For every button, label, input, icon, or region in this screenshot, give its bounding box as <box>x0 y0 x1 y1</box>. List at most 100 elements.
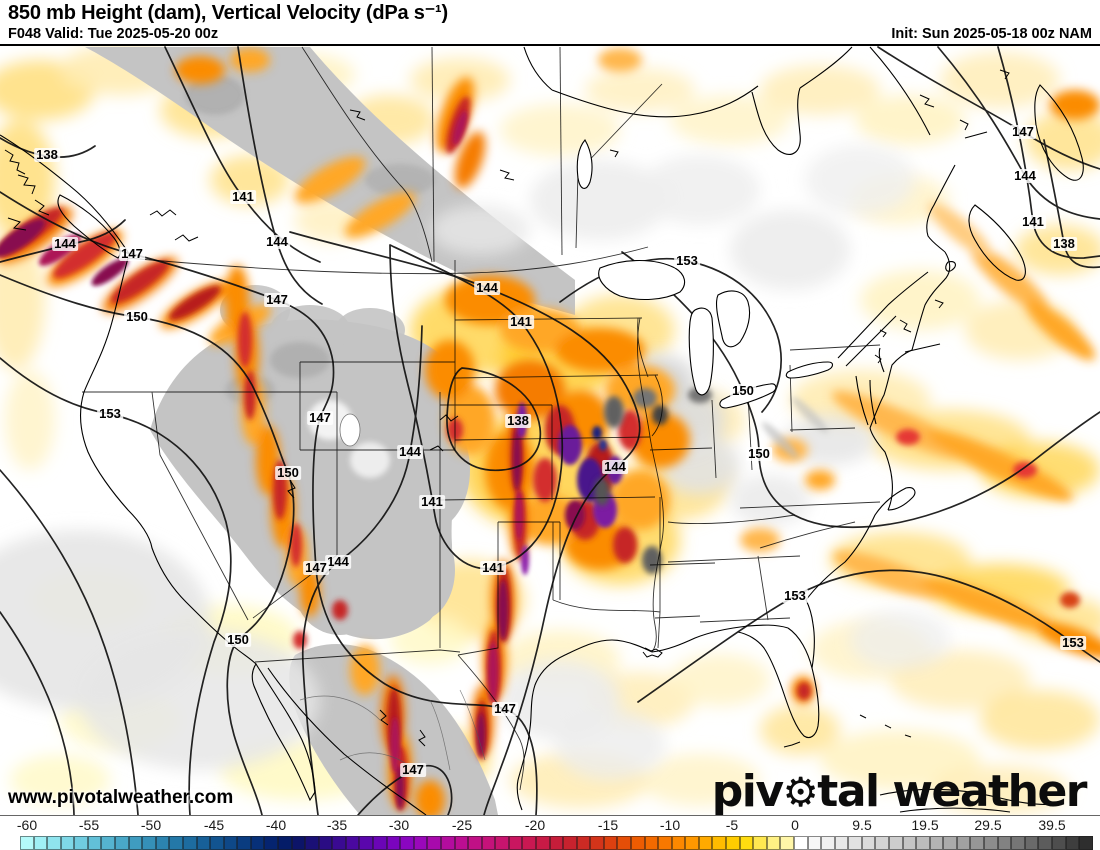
lakes <box>339 139 834 447</box>
colorbar-cell <box>698 836 713 850</box>
contour-label: 150 <box>124 309 150 324</box>
colorbar-cell <box>997 836 1012 850</box>
colorbar-scale <box>20 836 1093 850</box>
colorbar-tick: -20 <box>524 817 546 833</box>
colorbar-cell <box>33 836 48 850</box>
colorbar-cell <box>332 836 346 850</box>
contour-label: 147 <box>492 701 518 716</box>
contour-label: 144 <box>264 234 290 249</box>
colorbar-cell <box>20 836 34 850</box>
colorbar-cell <box>142 836 156 850</box>
gear-icon: ⚙ <box>782 768 819 816</box>
colorbar-tick: -25 <box>451 817 473 833</box>
contour-label: 144 <box>325 554 351 569</box>
colorbar-tick: -45 <box>203 817 225 833</box>
colorbar-cell <box>603 836 618 850</box>
colorbar-cell <box>318 836 333 850</box>
colorbar-tick: -35 <box>326 817 348 833</box>
colorbar-cell <box>576 836 591 850</box>
colorbar-tick: -15 <box>597 817 619 833</box>
colorbar-cell <box>182 836 197 850</box>
contour-label: 147 <box>400 762 426 777</box>
colorbar-cell <box>875 836 889 850</box>
colorbar-tick: 0 <box>791 817 799 833</box>
colorbar-cell <box>889 836 903 850</box>
colorbar-cell <box>563 836 577 850</box>
colorbar-cell <box>155 836 170 850</box>
contour-label: 138 <box>1051 236 1077 251</box>
colorbar-tick: 39.5 <box>1038 817 1066 833</box>
colorbar-cell <box>400 836 414 850</box>
mountain-scribbles <box>4 69 1010 748</box>
colorbar-cell <box>834 836 849 850</box>
colorbar-cell <box>861 836 876 850</box>
colorbar-cell <box>970 836 985 850</box>
colorbar-cell <box>277 836 292 850</box>
colorbar-cell <box>671 836 686 850</box>
logo-text-pre: piv <box>711 766 784 816</box>
colorbar-cell <box>685 836 699 850</box>
contour-label: 153 <box>1060 635 1086 650</box>
colorbar-footer: -60 -55 -50 -45 -40 -35 -30 -25 -20 -15 -10 -5 0 9.5 1… <box>0 816 1100 850</box>
colorbar-cell <box>902 836 917 850</box>
map-canvas[interactable]: 138 141 144 144 147 147 150 153 150 147 150 144 141 1… <box>0 46 1100 816</box>
colorbar-cell <box>1024 836 1039 850</box>
colorbar-tick: -50 <box>140 817 162 833</box>
init-time-label: Init: Sun 2025-05-18 00z NAM <box>891 26 1092 42</box>
colorbar-cell <box>345 836 360 850</box>
colorbar-cell <box>1038 836 1052 850</box>
colorbar-cell <box>250 836 265 850</box>
state-borders <box>82 46 881 791</box>
colorbar-cell <box>549 836 564 850</box>
contour-label: 147 <box>307 410 333 425</box>
colorbar-cell <box>210 836 224 850</box>
valid-time-label: F048 Valid: Tue 2025-05-20 00z <box>8 26 219 42</box>
colorbar-cell <box>943 836 957 850</box>
contour-label: 144 <box>474 280 500 295</box>
contour-label: 138 <box>505 413 531 428</box>
colorbar-tick: -10 <box>659 817 681 833</box>
colorbar-cell <box>47 836 61 850</box>
contour-label: 147 <box>303 560 329 575</box>
contour-label: 153 <box>97 406 123 421</box>
colorbar-cell <box>590 836 604 850</box>
colorbar-cell <box>522 836 536 850</box>
colorbar-cell <box>373 836 387 850</box>
colorbar-cell <box>413 836 428 850</box>
colorbar-cell <box>726 836 740 850</box>
contour-label: 150 <box>730 383 756 398</box>
colorbar-cell <box>237 836 251 850</box>
colorbar-tick: -40 <box>265 817 287 833</box>
colorbar-tick: 9.5 <box>852 817 872 833</box>
colorbar-cell <box>1011 836 1025 850</box>
colorbar-tick: -55 <box>78 817 100 833</box>
colorbar-cell <box>1065 836 1080 850</box>
colorbar-cell <box>264 836 278 850</box>
colorbar-cell <box>916 836 930 850</box>
colorbar-cell <box>440 836 455 850</box>
colorbar-cell <box>984 836 998 850</box>
colorbar-tick: -60 <box>16 817 38 833</box>
colorbar-cell <box>807 836 822 850</box>
contour-label: 138 <box>34 147 60 162</box>
colorbar-cell <box>956 836 971 850</box>
colorbar-cell <box>793 836 808 850</box>
watermark-url[interactable]: www.pivotalweather.com <box>8 787 234 808</box>
colorbar-cell <box>929 836 944 850</box>
colorbar-tick: 19.5 <box>911 817 939 833</box>
contour-label: 147 <box>264 292 290 307</box>
colorbar-cell <box>291 836 306 850</box>
colorbar-cell <box>631 836 645 850</box>
weather-map-graphic <box>0 46 1100 815</box>
colorbar-cell <box>87 836 102 850</box>
contour-label: 153 <box>782 588 808 603</box>
colorbar-cell <box>821 836 835 850</box>
colorbar-cell <box>1079 836 1093 850</box>
coastlines <box>0 46 1084 815</box>
contour-label: 147 <box>119 246 145 261</box>
colorbar-cell <box>535 836 550 850</box>
colorbar-cell <box>386 836 401 850</box>
colorbar-cell <box>468 836 482 850</box>
colorbar-cell <box>780 836 794 850</box>
